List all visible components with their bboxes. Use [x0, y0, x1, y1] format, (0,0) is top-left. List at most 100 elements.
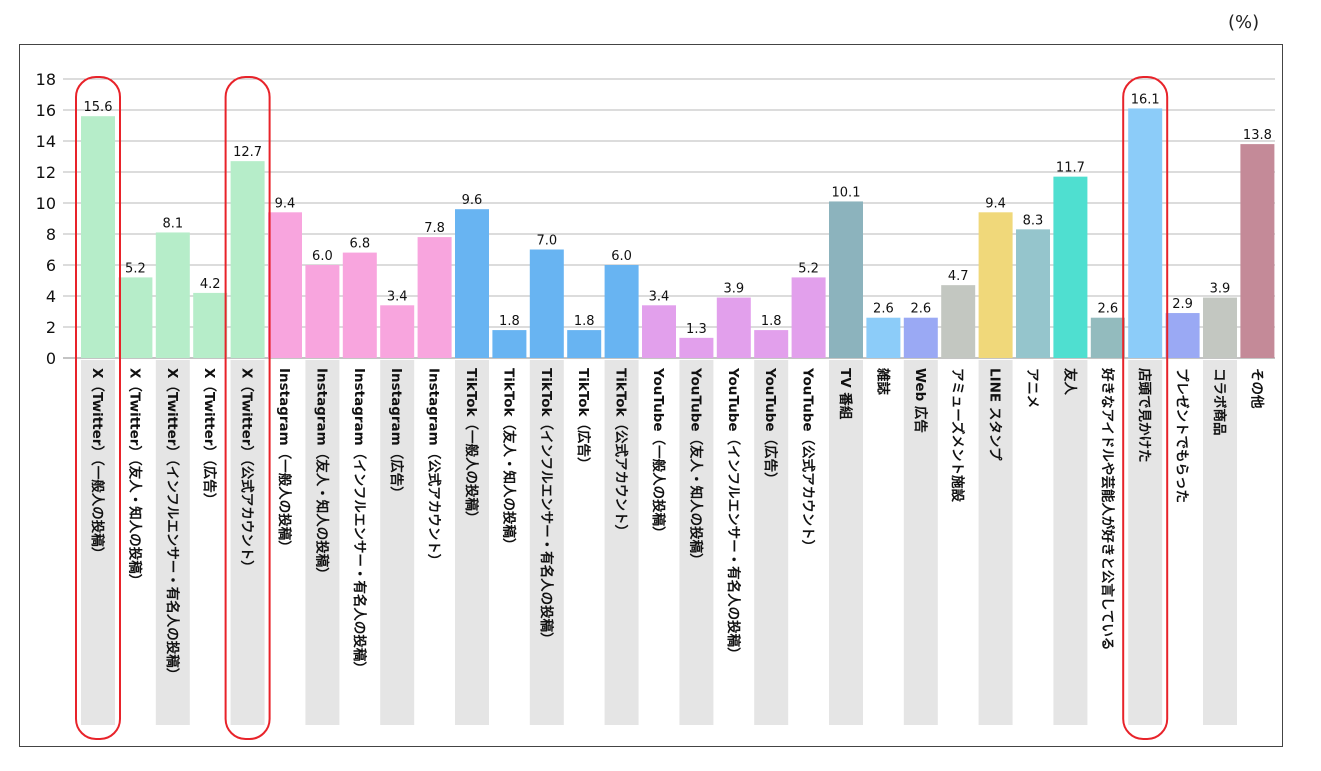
category-label-band	[1053, 360, 1088, 725]
bar-value-label: 13.8	[1243, 128, 1272, 143]
highlight-outline	[1122, 76, 1169, 740]
bar-value-label: 3.4	[387, 289, 408, 304]
category-label: X（Twitter）（公式アカウント）	[239, 368, 256, 574]
bar-value-label: 4.2	[200, 277, 221, 292]
category-label: TikTok（広告）	[575, 368, 592, 470]
y-tick-label: 16	[36, 101, 56, 120]
category-label: YouTube（友人・知人の投稿）	[687, 367, 704, 567]
bar	[941, 285, 976, 358]
category-label: YouTube（インフルエンサー・有名人の投稿）	[725, 367, 742, 661]
bar-value-label: 3.4	[649, 289, 670, 304]
highlight-outline	[224, 76, 271, 740]
bar-value-label: 12.7	[233, 145, 262, 160]
bar	[978, 212, 1013, 358]
bar	[1016, 229, 1050, 358]
bar	[1053, 176, 1088, 358]
category-label: YouTube（一般人の投稿）	[650, 367, 667, 540]
category-label-band	[1203, 360, 1237, 725]
bar	[193, 292, 228, 358]
category-label-band	[230, 360, 265, 725]
category-label: TikTok（一般人の投稿）	[463, 368, 480, 524]
bar	[754, 330, 789, 358]
category-label-band	[903, 360, 938, 725]
bar-value-label: 9.4	[275, 196, 296, 211]
highlight-outline	[75, 76, 121, 740]
category-label: TV 番組	[837, 368, 854, 420]
y-tick-label: 2	[46, 318, 56, 337]
bar-value-label: 6.0	[611, 249, 632, 264]
bar	[455, 209, 489, 358]
category-label: Instagram（友人・知人の投稿）	[313, 368, 330, 581]
bar	[604, 265, 639, 358]
bar-value-label: 5.2	[125, 261, 146, 276]
bar	[1165, 313, 1200, 358]
bar-value-label: 2.6	[873, 302, 894, 317]
bar-value-label: 8.3	[1023, 213, 1044, 228]
y-tick-label: 10	[36, 194, 56, 213]
bar	[903, 317, 938, 358]
y-tick-label: 8	[46, 225, 56, 244]
bar-value-label: 2.9	[1172, 297, 1193, 312]
bar	[81, 116, 115, 358]
bar-value-label: 8.1	[162, 216, 183, 231]
category-label: TikTok（インフルエンサー・有名人の投稿）	[538, 368, 555, 646]
category-label: 雑誌	[874, 367, 891, 395]
category-label: Instagram（インフルエンサー・有名人の投稿）	[351, 368, 368, 675]
bar	[716, 297, 751, 358]
category-label: X（Twitter）（広告）	[201, 368, 218, 506]
bar-value-label: 5.2	[798, 261, 819, 276]
bar-value-label: 10.1	[832, 185, 861, 200]
bar	[866, 317, 901, 358]
bar	[1128, 108, 1163, 358]
bar-value-label: 3.9	[1210, 282, 1231, 297]
category-label-band	[754, 360, 789, 725]
bar	[380, 305, 415, 358]
category-label: TikTok（友人・知人の投稿）	[500, 368, 517, 551]
bar	[342, 252, 377, 358]
bar	[118, 277, 153, 358]
category-label-band	[155, 360, 190, 725]
category-label-band	[978, 360, 1013, 725]
bar	[492, 330, 527, 358]
bar	[791, 277, 826, 358]
category-label: X（Twitter）（インフルエンサー・有名人の投稿）	[164, 368, 181, 681]
bar-value-label: 11.7	[1056, 161, 1085, 176]
category-label-band	[1128, 360, 1163, 725]
category-label-band	[81, 360, 115, 725]
category-label: コラボ商品	[1211, 368, 1228, 436]
category-label-band	[305, 360, 340, 725]
y-tick-label: 0	[46, 349, 56, 368]
bar	[417, 237, 452, 358]
bar	[1203, 297, 1237, 358]
bar-value-label: 7.8	[424, 221, 445, 236]
bar-value-label: 9.6	[462, 193, 483, 208]
bar-value-label: 2.6	[910, 302, 931, 317]
bar	[829, 201, 863, 358]
y-tick-label: 6	[46, 256, 56, 275]
bar	[305, 265, 340, 358]
bar	[529, 249, 564, 358]
category-label: TikTok（公式アカウント）	[613, 368, 630, 538]
bar-value-label: 1.3	[686, 322, 707, 337]
bar-value-label: 6.0	[312, 249, 333, 264]
category-label: Web 広告	[912, 368, 929, 433]
bar-value-label: 7.0	[536, 234, 557, 249]
category-label: 友人	[1061, 368, 1078, 395]
unit-label: (%)	[1228, 12, 1260, 33]
category-label: アニメ	[1024, 368, 1040, 408]
category-label: YouTube（公式アカウント）	[800, 367, 817, 553]
category-label: Instagram（広告）	[388, 368, 405, 500]
category-label: 店頭で見かけた	[1136, 368, 1153, 463]
bar-value-label: 4.7	[948, 269, 969, 284]
y-tick-label: 18	[36, 70, 56, 89]
bar	[230, 161, 265, 358]
category-label: LINE スタンプ	[987, 368, 1003, 461]
category-label: 好きなアイドルや芸能人が好きと公言している	[1099, 367, 1116, 650]
category-label-band	[679, 360, 714, 725]
category-label-band	[455, 360, 489, 725]
category-label: YouTube（広告）	[762, 367, 779, 486]
category-label-band	[529, 360, 564, 725]
bar	[268, 212, 302, 358]
bar-value-label: 16.1	[1131, 92, 1160, 107]
